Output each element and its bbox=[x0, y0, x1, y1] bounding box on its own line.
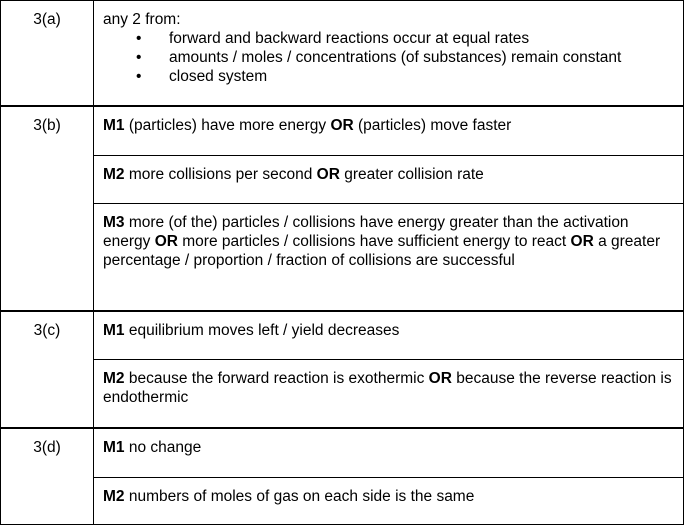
mark-label: M2 bbox=[103, 166, 125, 183]
mark-label: M1 bbox=[103, 439, 125, 456]
answer-3b-m3: M3 more (of the) particles / collisions … bbox=[93, 203, 684, 312]
answer-3c-m1: M1 equilibrium moves left / yield decrea… bbox=[93, 310, 684, 360]
or-keyword: OR bbox=[154, 233, 178, 250]
bullet-icon: • bbox=[136, 68, 142, 85]
answer-text: because the forward reaction is exotherm… bbox=[124, 370, 429, 387]
answer-text: equilibrium moves left / yield decreases bbox=[124, 322, 400, 339]
answer-3a-points: • forward and backward reactions occur a… bbox=[103, 29, 677, 86]
bullet-icon: • bbox=[136, 30, 142, 47]
mark-label: M3 bbox=[103, 214, 125, 231]
question-number-3a: 3(a) bbox=[0, 0, 94, 107]
answer-3b-m2: M2 more collisions per second OR greater… bbox=[93, 155, 684, 204]
row-3d-m2: M2 numbers of moles of gas on each side … bbox=[1, 477, 684, 525]
point-text: amounts / moles / concentrations (of sub… bbox=[169, 49, 622, 66]
point-text: forward and backward reactions occur at … bbox=[169, 30, 530, 47]
answer-text: (particles) have more energy bbox=[124, 117, 331, 134]
question-number-3c: 3(c) bbox=[0, 310, 94, 429]
answer-3c-m2: M2 because the forward reaction is exoth… bbox=[93, 359, 684, 429]
answer-text: because the reverse reaction is endother… bbox=[103, 370, 672, 406]
mark-label: M2 bbox=[103, 488, 125, 505]
mark-label: M1 bbox=[103, 117, 125, 134]
answer-text: greater collision rate bbox=[339, 166, 484, 183]
answer-3d-m2: M2 numbers of moles of gas on each side … bbox=[93, 477, 684, 525]
question-number-3b: 3(b) bbox=[0, 105, 94, 312]
answer-text: more (of the) particles / collisions hav… bbox=[103, 214, 629, 250]
question-number-3d: 3(d) bbox=[0, 427, 94, 525]
answer-3b-m1: M1 (particles) have more energy OR (part… bbox=[93, 105, 684, 156]
mark-label: M1 bbox=[103, 322, 125, 339]
answer-text: no change bbox=[124, 439, 202, 456]
row-3c-m1: 3(c) M1 equilibrium moves left / yield d… bbox=[0, 310, 684, 429]
or-keyword: OR bbox=[316, 166, 340, 183]
answer-3a-intro: any 2 from: bbox=[103, 11, 181, 28]
answer-3d-m1: M1 no change bbox=[93, 427, 684, 478]
answer-text: a greater percentage / proportion / frac… bbox=[103, 233, 661, 269]
or-keyword: OR bbox=[428, 370, 452, 387]
list-item: • closed system bbox=[103, 67, 677, 86]
list-item: • amounts / moles / concentrations (of s… bbox=[103, 48, 677, 67]
answer-text: more collisions per second bbox=[124, 166, 317, 183]
or-keyword: OR bbox=[330, 117, 354, 134]
row-3b-m2: M2 more collisions per second OR greater… bbox=[1, 155, 684, 204]
answer-text: numbers of moles of gas on each side is … bbox=[124, 488, 475, 505]
answer-3a: any 2 from: • forward and backward react… bbox=[93, 0, 684, 107]
row-3b-m3: M3 more (of the) particles / collisions … bbox=[1, 203, 684, 312]
answer-text: more particles / collisions have suffici… bbox=[177, 233, 571, 250]
row-3b-m1: 3(b) M1 (particles) have more energy OR … bbox=[0, 105, 684, 312]
row-3c-m2: M2 because the forward reaction is exoth… bbox=[1, 359, 684, 429]
answer-text: (particles) move faster bbox=[353, 117, 512, 134]
row-3a: 3(a) any 2 from: • forward and backward … bbox=[0, 0, 684, 107]
mark-label: M2 bbox=[103, 370, 125, 387]
point-text: closed system bbox=[169, 68, 268, 85]
row-3d-m1: 3(d) M1 no change bbox=[0, 427, 684, 525]
or-keyword: OR bbox=[570, 233, 594, 250]
bullet-icon: • bbox=[136, 49, 142, 66]
list-item: • forward and backward reactions occur a… bbox=[103, 29, 677, 48]
